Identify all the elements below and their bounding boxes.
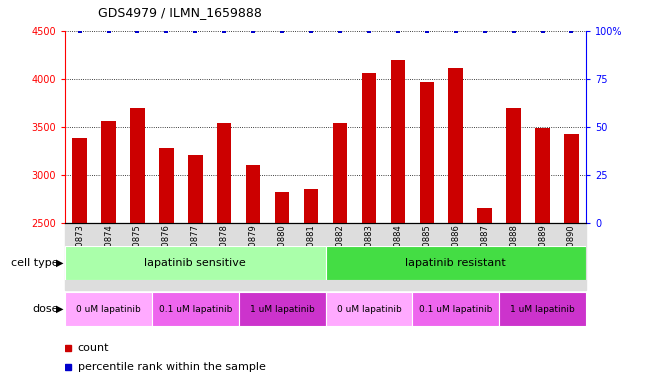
Text: lapatinib resistant: lapatinib resistant xyxy=(406,258,506,268)
Bar xyxy=(333,123,347,384)
Bar xyxy=(239,292,326,326)
Text: 0.1 uM lapatinib: 0.1 uM lapatinib xyxy=(419,305,492,314)
Bar xyxy=(130,108,145,384)
Bar xyxy=(159,148,174,384)
Bar xyxy=(383,223,412,290)
Bar xyxy=(188,155,202,384)
Bar xyxy=(152,223,181,290)
Text: percentile rank within the sample: percentile rank within the sample xyxy=(77,362,266,372)
Bar xyxy=(102,121,116,384)
Bar xyxy=(564,134,579,384)
Bar xyxy=(304,189,318,384)
Text: 0.1 uM lapatinib: 0.1 uM lapatinib xyxy=(159,305,232,314)
Bar xyxy=(326,223,354,290)
Bar xyxy=(535,127,549,384)
Bar xyxy=(123,223,152,290)
Text: dose: dose xyxy=(32,304,59,314)
Bar xyxy=(441,223,470,290)
Bar xyxy=(239,223,268,290)
Bar xyxy=(391,60,405,384)
Bar xyxy=(275,192,289,384)
Bar xyxy=(65,292,152,326)
Bar xyxy=(354,223,383,290)
Bar xyxy=(152,292,239,326)
Text: GDS4979 / ILMN_1659888: GDS4979 / ILMN_1659888 xyxy=(98,6,262,19)
Text: ▶: ▶ xyxy=(56,304,64,314)
Bar xyxy=(362,73,376,384)
Bar xyxy=(449,68,463,384)
Bar xyxy=(499,292,586,326)
Bar xyxy=(326,246,586,280)
Text: cell type: cell type xyxy=(11,258,59,268)
Text: 1 uM lapatinib: 1 uM lapatinib xyxy=(510,305,575,314)
Bar xyxy=(470,223,499,290)
Bar xyxy=(65,223,94,290)
Bar xyxy=(210,223,239,290)
Text: 0 uM lapatinib: 0 uM lapatinib xyxy=(337,305,401,314)
Bar xyxy=(94,223,123,290)
Bar xyxy=(268,223,297,290)
Bar xyxy=(557,223,586,290)
Bar xyxy=(412,223,441,290)
Bar xyxy=(326,292,412,326)
Text: ▶: ▶ xyxy=(56,258,64,268)
Bar xyxy=(181,223,210,290)
Text: lapatinib sensitive: lapatinib sensitive xyxy=(145,258,246,268)
Bar xyxy=(412,292,499,326)
Bar xyxy=(72,138,87,384)
Bar xyxy=(477,208,492,384)
Bar xyxy=(246,165,260,384)
Bar xyxy=(297,223,326,290)
Bar xyxy=(217,123,232,384)
Text: count: count xyxy=(77,343,109,353)
Bar xyxy=(506,108,521,384)
Bar xyxy=(528,223,557,290)
Bar xyxy=(419,82,434,384)
Text: 1 uM lapatinib: 1 uM lapatinib xyxy=(250,305,314,314)
Bar xyxy=(65,246,326,280)
Text: 0 uM lapatinib: 0 uM lapatinib xyxy=(76,305,141,314)
Bar xyxy=(499,223,528,290)
